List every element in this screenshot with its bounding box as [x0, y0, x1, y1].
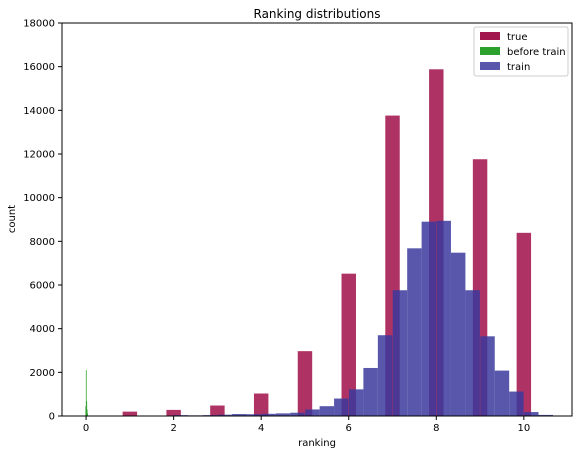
- bar-train: [334, 398, 349, 416]
- bar-before-train: [85, 406, 87, 416]
- bar-true: [516, 232, 532, 416]
- y-tick-label: 6000: [30, 281, 55, 292]
- y-tick-label: 2000: [30, 368, 55, 379]
- x-tick-label: 6: [346, 423, 352, 434]
- bar-train: [377, 335, 393, 416]
- x-tick-label: 0: [83, 423, 89, 434]
- legend-swatch-true: [480, 32, 500, 40]
- y-tick-label: 4000: [30, 324, 55, 335]
- y-tick-label: 16000: [23, 62, 55, 73]
- y-tick-label: 14000: [23, 106, 55, 117]
- bar-train: [305, 409, 320, 416]
- bar-true: [297, 351, 313, 416]
- legend-label-train: train: [507, 62, 530, 73]
- bar-train: [421, 221, 437, 416]
- bar-train: [261, 413, 276, 416]
- bar-train: [246, 414, 261, 416]
- legend-swatch-train: [480, 62, 500, 70]
- bar-before-train: [86, 401, 88, 416]
- legend-label-true: true: [507, 32, 528, 43]
- series-before-train-bars: [85, 370, 88, 416]
- y-tick-label: 8000: [30, 237, 55, 248]
- y-tick-label: 10000: [23, 193, 55, 204]
- y-tick-label: 18000: [23, 19, 55, 30]
- bar-train: [509, 391, 524, 416]
- legend-label-before-train: before train: [507, 47, 566, 58]
- series-train-bars: [144, 220, 553, 416]
- x-axis-ticks: 0 2 4 6 8 10: [83, 416, 530, 434]
- bar-true: [166, 409, 181, 416]
- bar-train: [480, 336, 495, 416]
- bar-before-train: [85, 370, 87, 416]
- legend: true before train train: [473, 26, 569, 77]
- bar-train: [217, 414, 233, 416]
- bar-before-train: [87, 413, 88, 416]
- bar-train: [524, 412, 539, 416]
- bar-true: [341, 273, 356, 416]
- legend-swatch-before-train: [480, 47, 500, 55]
- bar-train: [290, 412, 305, 416]
- bar-train: [392, 290, 408, 416]
- bar-train: [494, 370, 510, 416]
- bar-train: [407, 248, 422, 416]
- x-tick-label: 4: [258, 423, 264, 434]
- x-tick-label: 8: [433, 423, 439, 434]
- bar-before-train: [86, 409, 88, 416]
- bar-true: [210, 405, 225, 416]
- x-tick-label: 10: [517, 423, 530, 434]
- bar-train: [450, 252, 466, 416]
- y-axis-ticks: 0 2000 4000 6000 8000 10000 12000 14000 16000 180…: [23, 19, 62, 423]
- bar-train: [363, 367, 378, 416]
- bar-true: [122, 411, 138, 416]
- bar-train: [538, 414, 553, 416]
- plot-frame: [61, 22, 573, 417]
- y-tick-label: 12000: [23, 150, 55, 161]
- bar-train: [465, 290, 480, 416]
- bar-train: [319, 406, 335, 416]
- x-axis-label: ranking: [298, 438, 336, 449]
- bar-train: [232, 414, 247, 416]
- y-tick-label: 0: [49, 412, 55, 423]
- x-tick-label: 2: [170, 423, 176, 434]
- bar-true: [253, 393, 269, 416]
- plot-area: [85, 69, 553, 417]
- bar-train: [436, 220, 451, 416]
- bar-train: [275, 413, 291, 416]
- chart-title: Ranking distributions: [254, 7, 381, 21]
- y-axis-label: count: [7, 205, 18, 233]
- bar-train: [348, 389, 364, 416]
